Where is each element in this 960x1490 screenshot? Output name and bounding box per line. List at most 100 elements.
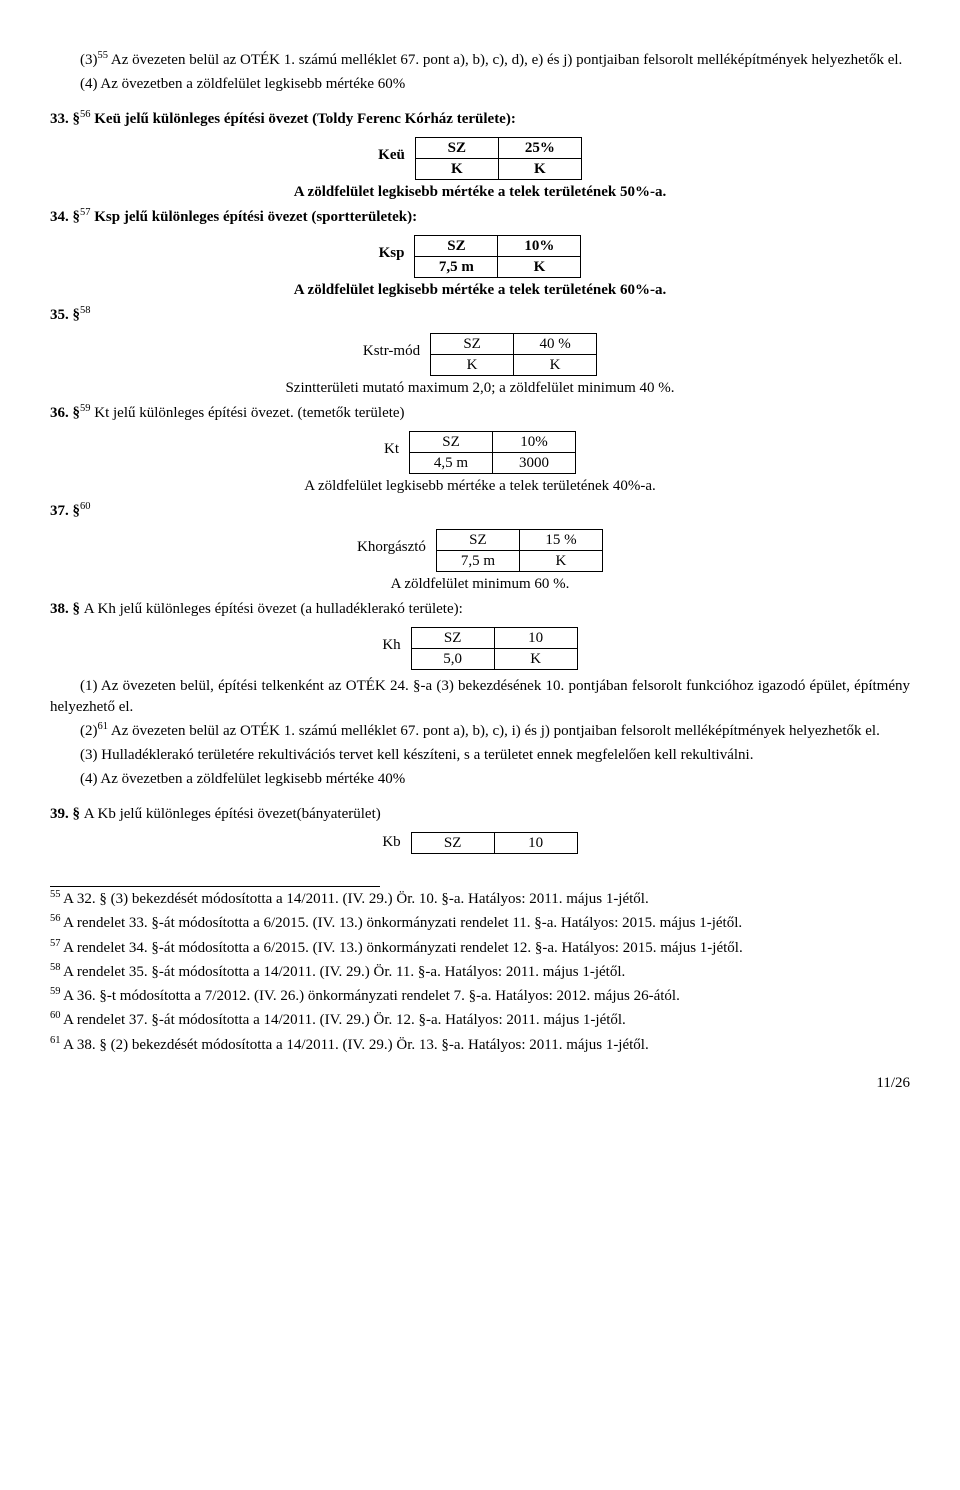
- fn-num-57: 57: [50, 938, 63, 949]
- para-3-marker: (3): [80, 52, 98, 68]
- t38-r1c2: 10: [494, 627, 577, 648]
- t36-r2c1: 4,5 m: [410, 453, 493, 474]
- sec36-table-block: Kt SZ10% 4,5 m3000 A zöldfelület legkise…: [50, 431, 910, 497]
- sup-57: 57: [80, 207, 91, 218]
- p38-2-marker: (2): [80, 723, 98, 739]
- t36-r2c2: 3000: [493, 453, 576, 474]
- sec39-num: 39. §: [50, 806, 84, 822]
- sec38-num: 38. §: [50, 601, 84, 617]
- t35-table: SZ40 % KK: [430, 333, 597, 377]
- footnote-61: 61 A 38. § (2) bekezdését módosította a …: [50, 1035, 910, 1055]
- t33-r1c1: SZ: [415, 137, 498, 158]
- sec37-heading: 37. §60: [50, 501, 910, 521]
- sec35-table-block: Kstr-mód SZ40 % KK Szintterületi mutató …: [50, 333, 910, 399]
- page-number: 11/26: [50, 1073, 910, 1093]
- t34-r1c2: 10%: [498, 235, 581, 256]
- t33-r2c2: K: [498, 159, 581, 180]
- t37-r2c2: K: [519, 551, 602, 572]
- footnote-60: 60 A rendelet 37. §-át módosította a 14/…: [50, 1010, 910, 1030]
- para-3: (3)55 Az övezeten belül az OTÉK 1. számú…: [50, 50, 910, 70]
- t35-r1c2: 40 %: [514, 333, 597, 354]
- fn-num-58: 58: [50, 962, 63, 973]
- fn-text-58: A rendelet 35. §-át módosította a 14/201…: [63, 964, 625, 980]
- t33-r2c1: K: [415, 159, 498, 180]
- t38-table: SZ10 5,0K: [411, 627, 578, 671]
- t33-r1c2: 25%: [498, 137, 581, 158]
- footnote-57: 57 A rendelet 34. §-át módosította a 6/2…: [50, 938, 910, 958]
- sup-61: 61: [98, 721, 109, 732]
- fn-text-55: A 32. § (3) bekezdését módosította a 14/…: [63, 891, 649, 907]
- sec35-num: 35. §: [50, 307, 80, 323]
- p38-2-text: Az övezeten belül az OTÉK 1. számú mellé…: [108, 723, 880, 739]
- t39-table: SZ10: [411, 832, 578, 854]
- sec34-heading: 34. §57 Ksp jelű különleges építési övez…: [50, 207, 910, 227]
- sec36-title: Kt jelű különleges építési övezet. (teme…: [91, 405, 405, 421]
- sec38-heading: 38. § A Kh jelű különleges építési öveze…: [50, 599, 910, 619]
- t36-r1c1: SZ: [410, 431, 493, 452]
- fn-text-61: A 38. § (2) bekezdését módosította a 14/…: [63, 1037, 649, 1053]
- sec37-table-block: Khorgásztó SZ15 % 7,5 mK A zöldfelület m…: [50, 529, 910, 595]
- fn-text-57: A rendelet 34. §-át módosította a 6/2015…: [63, 940, 743, 956]
- t36-note: A zöldfelület legkisebb mértéke a telek …: [304, 476, 656, 496]
- sec38-table-block: Kh SZ10 5,0K: [50, 627, 910, 673]
- sec39-title: A Kb jelű különleges építési övezet(bány…: [84, 806, 381, 822]
- t37-r1c1: SZ: [436, 529, 519, 550]
- t35-label: Kstr-mód: [363, 333, 430, 361]
- p38-2: (2)61 Az övezeten belül az OTÉK 1. számú…: [50, 721, 910, 741]
- sec36-heading: 36. §59 Kt jelű különleges építési öveze…: [50, 403, 910, 423]
- t35-r1c1: SZ: [431, 333, 514, 354]
- fn-num-60: 60: [50, 1010, 63, 1021]
- footnotes: 55 A 32. § (3) bekezdését módosította a …: [50, 889, 910, 1055]
- fn-text-59: A 36. §-t módosította a 7/2012. (IV. 26.…: [63, 988, 680, 1004]
- fn-num-55: 55: [50, 889, 63, 900]
- sec34-table-block: Ksp SZ10% 7,5 mK A zöldfelület legkisebb…: [50, 235, 910, 301]
- t35-r2c1: K: [431, 355, 514, 376]
- sup-60: 60: [80, 501, 91, 512]
- t38-r1c1: SZ: [411, 627, 494, 648]
- t37-r1c2: 15 %: [519, 529, 602, 550]
- sec39-heading: 39. § A Kb jelű különleges építési öveze…: [50, 804, 910, 824]
- fn-num-61: 61: [50, 1035, 63, 1046]
- sec34-title: Ksp jelű különleges építési övezet (spor…: [91, 209, 418, 225]
- t34-r2c1: 7,5 m: [415, 257, 498, 278]
- t36-r1c2: 10%: [493, 431, 576, 452]
- t34-note: A zöldfelület legkisebb mértéke a telek …: [294, 280, 666, 300]
- sup-56: 56: [80, 109, 91, 120]
- fn-num-56: 56: [50, 913, 63, 924]
- sec33-heading: 33. §56 Keü jelű különleges építési övez…: [50, 109, 910, 129]
- footnote-58: 58 A rendelet 35. §-át módosította a 14/…: [50, 962, 910, 982]
- sec35-heading: 35. §58: [50, 305, 910, 325]
- t39-r1c1: SZ: [411, 832, 494, 853]
- t38-r2c2: K: [494, 649, 577, 670]
- t37-note: A zöldfelület minimum 60 %.: [391, 574, 570, 594]
- t36-table: SZ10% 4,5 m3000: [409, 431, 576, 475]
- sec39-table-block: Kb SZ10: [50, 832, 910, 856]
- para-3-text: Az övezeten belül az OTÉK 1. számú mellé…: [108, 52, 902, 68]
- p38-4: (4) Az övezetben a zöldfelület legkisebb…: [50, 769, 910, 789]
- t38-r2c1: 5,0: [411, 649, 494, 670]
- t37-label: Khorgásztó: [357, 529, 436, 557]
- t33-table: SZ25% KK: [415, 137, 582, 181]
- t38-label: Kh: [382, 627, 410, 655]
- t34-r1c1: SZ: [415, 235, 498, 256]
- t34-r2c2: K: [498, 257, 581, 278]
- fn-num-59: 59: [50, 986, 63, 997]
- t36-label: Kt: [384, 431, 409, 459]
- t34-table: SZ10% 7,5 mK: [414, 235, 581, 279]
- sec38-title: A Kh jelű különleges építési övezet (a h…: [84, 601, 463, 617]
- footnote-59: 59 A 36. §-t módosította a 7/2012. (IV. …: [50, 986, 910, 1006]
- t33-note: A zöldfelület legkisebb mértéke a telek …: [294, 182, 666, 202]
- sec33-table-block: Keü SZ25% KK A zöldfelület legkisebb mér…: [50, 137, 910, 203]
- t37-table: SZ15 % 7,5 mK: [436, 529, 603, 573]
- sup-58: 58: [80, 305, 91, 316]
- sup-55: 55: [98, 50, 109, 61]
- sup-59: 59: [80, 403, 91, 414]
- p38-1: (1) Az övezeten belül, építési telkenkén…: [50, 676, 910, 717]
- t35-note: Szintterületi mutató maximum 2,0; a zöld…: [285, 378, 674, 398]
- footnote-56: 56 A rendelet 33. §-át módosította a 6/2…: [50, 913, 910, 933]
- sec33-title: Keü jelű különleges építési övezet (Told…: [91, 111, 516, 127]
- fn-text-56: A rendelet 33. §-át módosította a 6/2015…: [63, 915, 742, 931]
- t35-r2c2: K: [514, 355, 597, 376]
- sec34-num: 34. §: [50, 209, 80, 225]
- t34-label: Ksp: [379, 235, 415, 263]
